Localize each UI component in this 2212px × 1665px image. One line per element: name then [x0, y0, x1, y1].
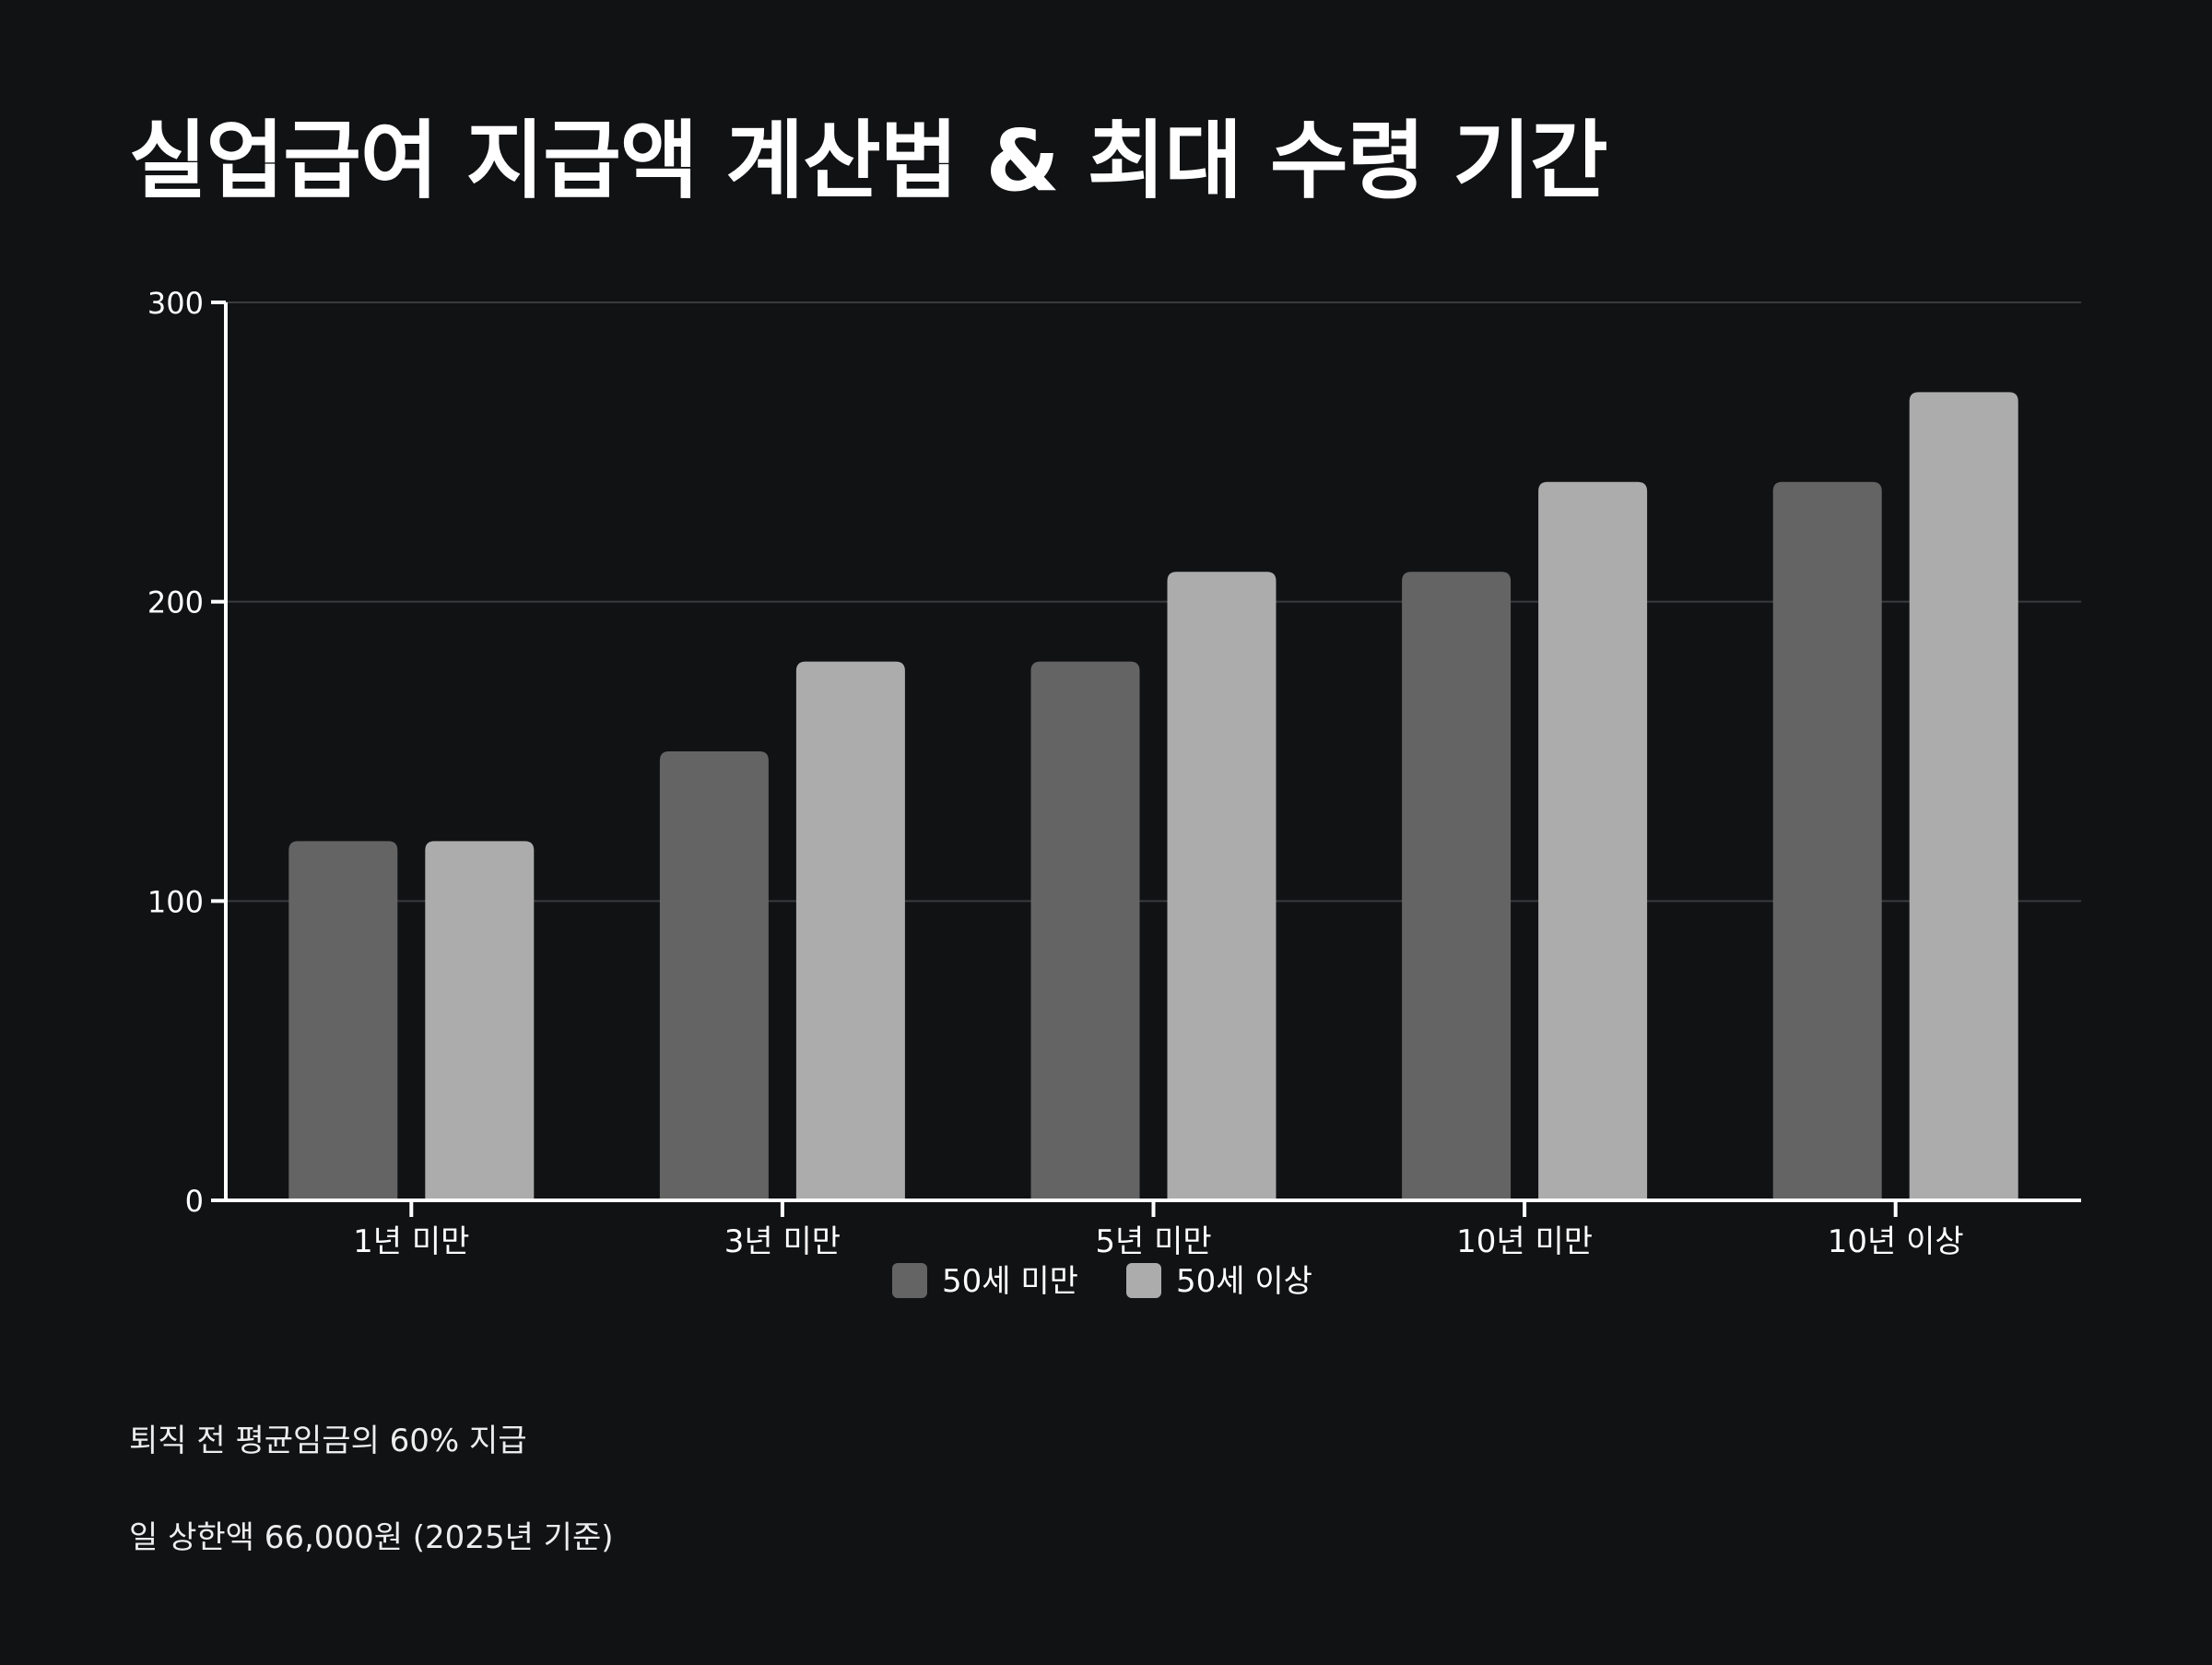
bar — [795, 661, 905, 1200]
x-tick-label: 3년 미만 — [724, 1223, 841, 1260]
y-tick-label: 0 — [185, 1184, 204, 1219]
y-tick-label: 200 — [147, 585, 204, 620]
x-tick-label: 1년 미만 — [353, 1223, 469, 1260]
grid-lines — [226, 301, 2081, 903]
bars — [288, 392, 2018, 1200]
bar — [1538, 481, 1648, 1200]
bar — [659, 751, 769, 1200]
bar — [288, 841, 398, 1200]
legend-swatch — [892, 1263, 927, 1298]
bar — [1909, 392, 2018, 1200]
axes: 0 100 200 300 1년 미만 3년 미만 5년 미만 10년 미만 10년 이상 — [147, 286, 2081, 1260]
legend-label: 50세 미만 — [942, 1263, 1078, 1300]
bar — [1030, 661, 1140, 1200]
y-tick-label: 300 — [147, 286, 204, 321]
note-average-wage: 퇴직 전 평균임금의 60% 지급 — [129, 1423, 527, 1459]
x-tick-label: 10년 이상 — [1828, 1223, 1964, 1260]
legend-label: 50세 이상 — [1176, 1263, 1312, 1300]
bar — [1402, 572, 1512, 1200]
y-tick-label: 100 — [147, 884, 204, 919]
legend: 50세 미만 50세 이상 — [892, 1263, 1312, 1300]
note-daily-cap: 일 상한액 66,000원 (2025년 기준) — [129, 1519, 614, 1556]
bar — [1167, 572, 1277, 1200]
bar-chart: 0 100 200 300 1년 미만 3년 미만 5년 미만 10년 미만 10년 이상 50… — [147, 286, 2081, 1300]
x-tick-label: 5년 미만 — [1095, 1223, 1211, 1260]
x-tick-label: 10년 미만 — [1456, 1223, 1593, 1260]
bar — [1772, 481, 1882, 1200]
legend-swatch — [1126, 1263, 1161, 1298]
bar — [425, 841, 535, 1200]
chart-title: 실업급여 지급액 계산법 & 최대 수령 기간 — [129, 112, 1608, 210]
